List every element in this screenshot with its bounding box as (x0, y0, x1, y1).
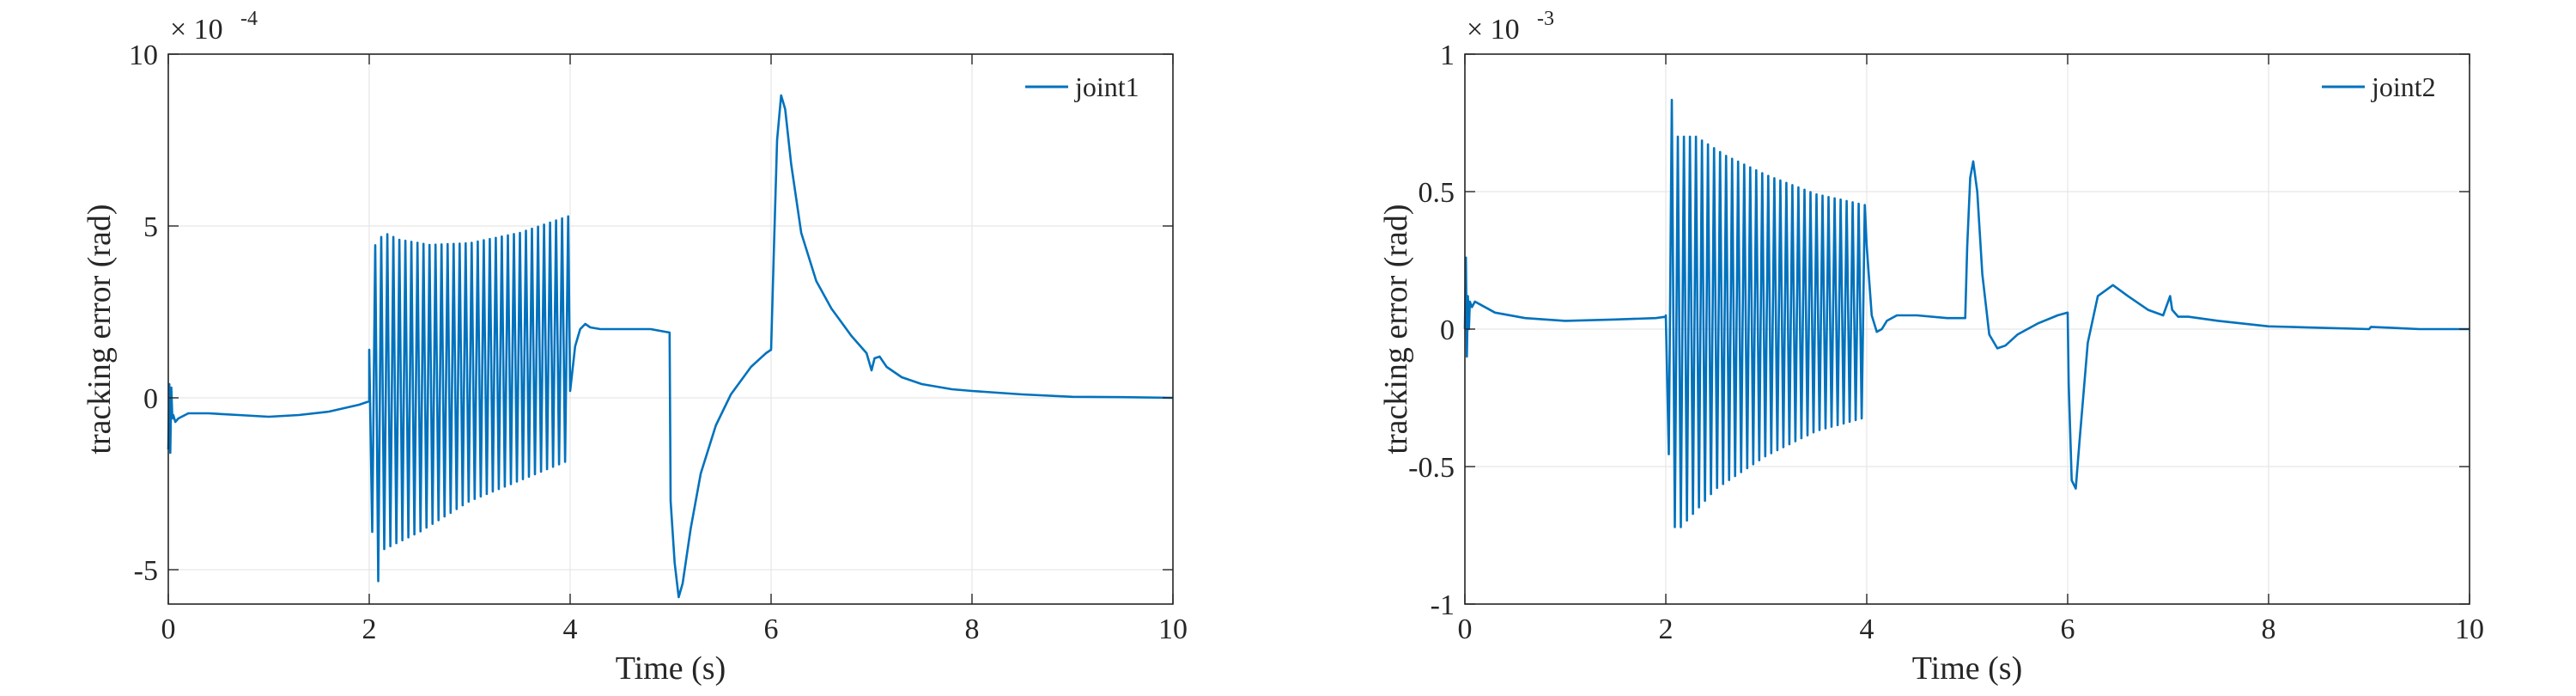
ticks-joint2: 0 2 4 6 8 10 -1 -0.5 0 0.5 1 (1408, 40, 2484, 645)
series-line-joint2 (1463, 99, 2470, 528)
y-tick-label: -5 (134, 555, 158, 587)
series-line-joint1 (167, 94, 1174, 599)
y-tick-label: 0 (143, 383, 158, 415)
axes-box-joint1 (167, 53, 1174, 605)
x-tick-label: 8 (2262, 614, 2276, 645)
y-tick-label: -0.5 (1408, 452, 1455, 484)
plot-area-joint1 (168, 54, 1173, 604)
chart-joint2: 0 2 4 6 8 10 -1 -0.5 0 0.5 1 × 10 -3 Time (s) trac… (1378, 8, 2484, 687)
y-axis-label-joint1: tracking error (rad) (82, 204, 118, 454)
x-tick-label: 6 (764, 614, 779, 645)
x-tick-label: 2 (362, 614, 377, 645)
x-tick-label: 6 (2061, 614, 2075, 645)
legend-joint2: joint2 (2322, 71, 2436, 102)
x-tick-label: 0 (161, 614, 176, 645)
legend-label-joint1: joint1 (1074, 71, 1139, 102)
x-tick-label: 0 (1458, 614, 1473, 645)
x-tick-label: 10 (2455, 614, 2484, 645)
y-tick-label: 5 (143, 211, 158, 243)
x-tick-label: 8 (965, 614, 980, 645)
y-exponent-joint2: × 10 -3 (1467, 8, 1554, 46)
y-exponent-base: × 10 (1467, 14, 1520, 46)
y-tick-label: 0 (1440, 314, 1455, 346)
y-exponent-base: × 10 (170, 14, 223, 46)
y-axis-label-joint2: tracking error (rad) (1378, 204, 1414, 454)
y-tick-label: 10 (129, 40, 158, 71)
y-tick-label: 0.5 (1419, 177, 1455, 209)
legend-label-joint2: joint2 (2371, 71, 2436, 102)
y-tick-label: 1 (1440, 40, 1455, 71)
y-tick-label: -1 (1431, 589, 1455, 621)
x-axis-label-joint2: Time (s) (1912, 650, 2022, 687)
legend-joint1: joint1 (1025, 71, 1139, 102)
x-tick-label: 2 (1659, 614, 1674, 645)
x-axis-label-joint1: Time (s) (616, 650, 726, 687)
y-exponent-power: -4 (240, 8, 258, 30)
x-tick-label: 4 (1860, 614, 1874, 645)
y-exponent-power: -3 (1537, 8, 1554, 30)
x-tick-label: 4 (563, 614, 578, 645)
x-tick-label: 10 (1158, 614, 1188, 645)
y-exponent-joint1: × 10 -4 (170, 8, 258, 46)
